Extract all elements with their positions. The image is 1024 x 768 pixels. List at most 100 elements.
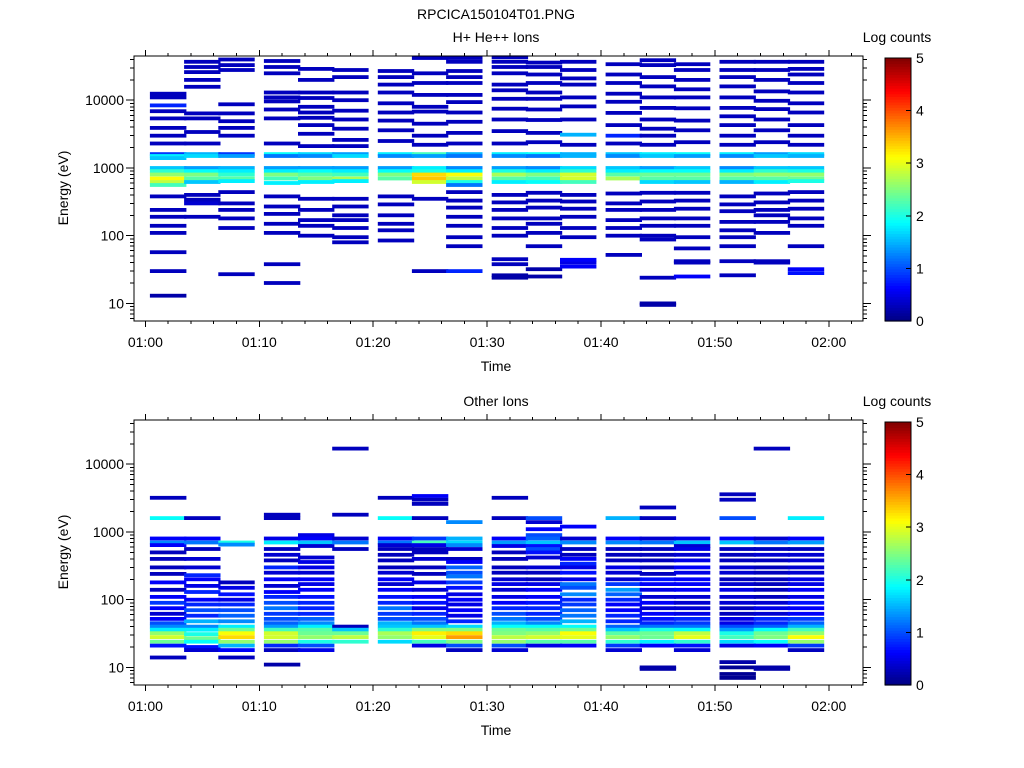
- heatmap-cell: [184, 632, 221, 636]
- heatmap-cell: [639, 624, 677, 629]
- heatmap-cell: [184, 193, 221, 197]
- heatmap-cell: [332, 547, 369, 551]
- heatmap-cell: [673, 118, 711, 123]
- heatmap-cell: [787, 582, 825, 586]
- heatmap-cell: [377, 577, 415, 582]
- heatmap-cell: [787, 90, 825, 95]
- heatmap-cell: [149, 250, 187, 255]
- colorbar-segment: [885, 312, 911, 317]
- colorbar-segment: [885, 184, 911, 188]
- heatmap-cell: [491, 169, 529, 173]
- heatmap-cell: [446, 223, 483, 228]
- colorbar-segment: [885, 77, 911, 81]
- heatmap-cell: [787, 621, 825, 626]
- heatmap-cell: [719, 643, 756, 648]
- heatmap-cell: [184, 180, 221, 184]
- heatmap-cell: [218, 624, 255, 629]
- heatmap-cell: [673, 140, 711, 145]
- colorbar-segment: [885, 613, 911, 618]
- heatmap-cell: [411, 627, 449, 632]
- heatmap-cell: [525, 244, 563, 249]
- colorbar-segment: [885, 60, 911, 65]
- heatmap-cell: [753, 260, 791, 265]
- panel-h-he-ions: H+ He++ Ions Log counts Energy (eV) Time…: [55, 29, 931, 374]
- colorbar-segment: [885, 578, 911, 582]
- heatmap-cell: [560, 608, 597, 613]
- heatmap-cell: [525, 267, 563, 272]
- heatmap-cell: [298, 617, 335, 621]
- heatmap-cell: [446, 643, 483, 648]
- heatmap-cell: [298, 627, 335, 632]
- heatmap-cell: [491, 639, 529, 644]
- heatmap-cell: [149, 269, 187, 273]
- heatmap-cell: [298, 560, 335, 564]
- heatmap-cell: [491, 643, 529, 648]
- heatmap-cell: [377, 516, 415, 520]
- heatmap-cell: [184, 516, 221, 520]
- heatmap-cell: [218, 154, 255, 158]
- heatmap-cell: [639, 180, 677, 184]
- heatmap-cell: [184, 111, 221, 116]
- heatmap-cell: [491, 600, 529, 605]
- heatmap-cell: [377, 587, 415, 592]
- heatmap-cell: [787, 59, 825, 64]
- heatmap-cell: [491, 216, 529, 221]
- heatmap-cell: [673, 180, 711, 184]
- heatmap-cell: [719, 235, 756, 240]
- x-tick-label: 01:40: [583, 334, 618, 350]
- heatmap-cell: [639, 190, 677, 195]
- heatmap-cell: [560, 59, 597, 64]
- heatmap-cell: [149, 550, 187, 555]
- heatmap-cell: [673, 540, 711, 545]
- x-tick-label: 01:00: [128, 698, 163, 714]
- x-axis-label: Time: [481, 722, 512, 738]
- heatmap-cell: [639, 606, 677, 611]
- heatmap-cell: [263, 281, 301, 285]
- x-tick-label: 01:30: [470, 698, 505, 714]
- heatmap-cell: [298, 169, 335, 173]
- heatmap-cell: [491, 617, 529, 621]
- colorbar-tick-label: 4: [916, 103, 924, 119]
- heatmap-cell: [411, 133, 449, 138]
- heatmap-cell: [787, 639, 825, 644]
- heatmap-cell: [605, 635, 642, 639]
- heatmap-cell: [719, 672, 756, 676]
- heatmap-cell: [753, 627, 791, 632]
- heatmap-cell: [184, 584, 221, 588]
- heatmap-cell: [218, 190, 255, 194]
- heatmap-cell: [184, 70, 221, 74]
- heatmap-cell: [719, 84, 756, 89]
- heatmap-cell: [639, 627, 677, 632]
- y-tick-label: 100: [101, 592, 125, 608]
- heatmap-cell: [719, 220, 756, 224]
- heatmap-cell: [525, 180, 563, 184]
- colorbar-segment: [885, 170, 911, 174]
- heatmap-cell: [719, 627, 756, 632]
- heatmap-cell: [332, 117, 369, 122]
- heatmap-cell: [787, 547, 825, 551]
- heatmap-cell: [263, 90, 301, 95]
- heatmap-cell: [218, 169, 255, 173]
- heatmap-cell: [673, 78, 711, 82]
- heatmap-cell: [753, 617, 791, 621]
- heatmap-cell: [491, 550, 529, 555]
- heatmap-cell: [218, 166, 255, 170]
- heatmap-cell: [411, 172, 449, 177]
- heatmap-cell: [560, 76, 597, 81]
- heatmap-cell: [491, 141, 529, 146]
- heatmap-cell: [673, 235, 711, 240]
- heatmap-cell: [491, 166, 529, 170]
- heatmap-cell: [411, 196, 449, 201]
- heatmap-cell: [491, 96, 529, 101]
- heatmap-cell: [639, 552, 677, 557]
- heatmap-cell: [411, 166, 449, 170]
- heatmap-cell: [560, 180, 597, 184]
- heatmap-cell: [560, 592, 597, 597]
- heatmap-cell: [525, 587, 563, 592]
- heatmap-cell: [639, 166, 677, 170]
- heatmap-cell: [263, 565, 301, 570]
- x-tick-label: 02:00: [811, 698, 846, 714]
- colorbar-segment: [885, 211, 911, 215]
- heatmap-cell: [411, 104, 449, 109]
- heatmap-cell: [491, 621, 529, 626]
